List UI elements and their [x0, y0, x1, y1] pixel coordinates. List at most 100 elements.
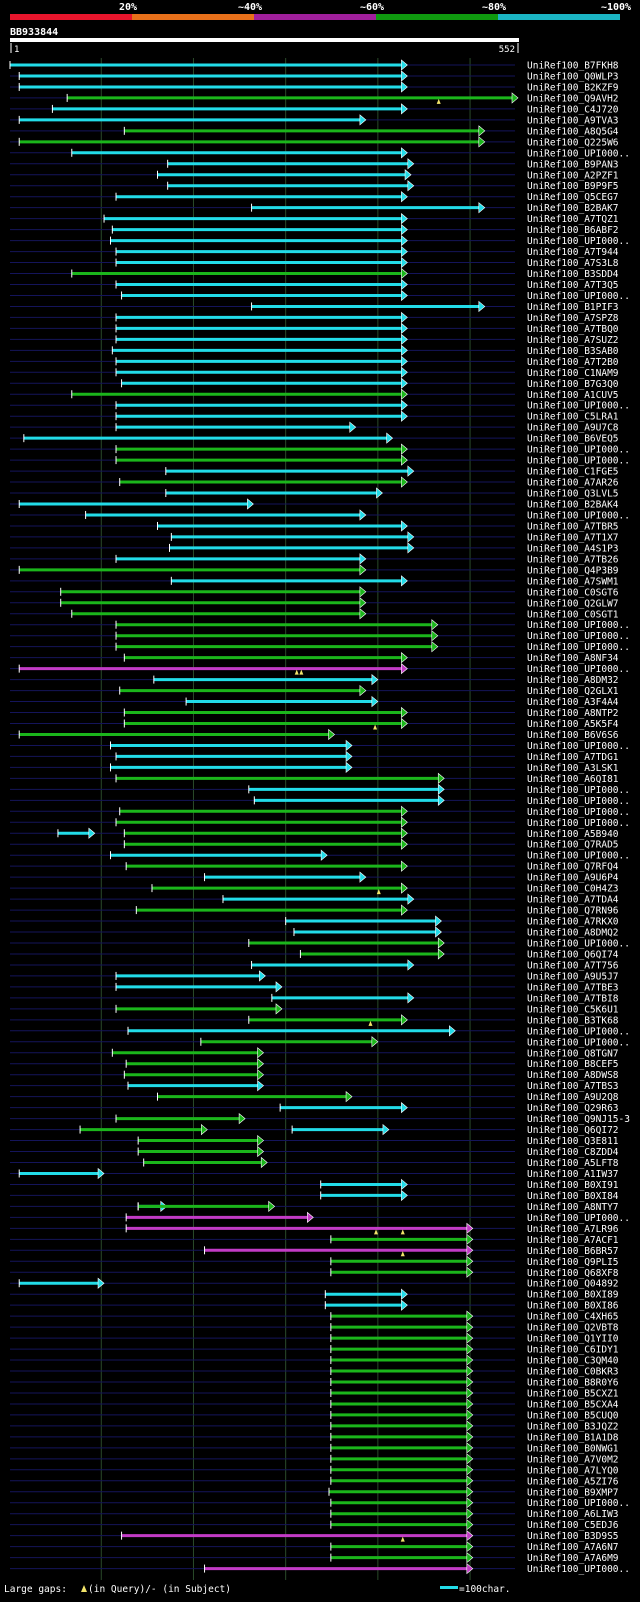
hit-label[interactable]: UniRef100_C5K6U1: [527, 1004, 619, 1015]
hit-label[interactable]: UniRef100_A7ACF1: [527, 1235, 619, 1246]
hit-row[interactable]: UniRef100_A7LR96: [10, 1222, 619, 1235]
hit-label[interactable]: UniRef100_Q9PLI5: [527, 1257, 619, 1268]
hit-label[interactable]: UniRef100_UPI000..: [527, 741, 630, 752]
hit-label[interactable]: UniRef100_A7TQZ1: [527, 214, 619, 225]
hit-label[interactable]: UniRef100_B1A1D8: [527, 1432, 619, 1443]
hit-label[interactable]: UniRef100_UPI000..: [527, 401, 630, 412]
hit-label[interactable]: UniRef100_UPI000..: [527, 796, 630, 807]
hit-label[interactable]: UniRef100_C4XH65: [527, 1312, 619, 1323]
hit-label[interactable]: UniRef100_UPI000..: [527, 1213, 630, 1224]
hit-row[interactable]: UniRef100_C8ZDD4: [10, 1145, 619, 1159]
hit-row[interactable]: UniRef100_UPI000..: [10, 662, 630, 676]
hit-row[interactable]: UniRef100_Q3LVL5: [10, 487, 619, 500]
hit-row[interactable]: UniRef100_A7ACF1: [10, 1233, 619, 1246]
hit-row[interactable]: UniRef100_A7TBE3: [10, 981, 619, 994]
hit-label[interactable]: UniRef100_UPI000..: [527, 620, 630, 631]
hit-row[interactable]: UniRef100_A9U2Q8: [10, 1091, 619, 1104]
hit-label[interactable]: UniRef100_Q5CEG7: [527, 192, 619, 203]
hit-row[interactable]: UniRef100_UPI000..: [10, 1025, 630, 1038]
hit-row[interactable]: UniRef100_A5B940: [10, 827, 619, 840]
hit-row[interactable]: UniRef100_A1CUV5: [10, 388, 619, 401]
hit-label[interactable]: UniRef100_UPI000..: [527, 851, 630, 862]
hit-label[interactable]: UniRef100_B3D9S5: [527, 1531, 619, 1542]
hit-row[interactable]: UniRef100_A8NTY7: [10, 1200, 619, 1213]
hit-row[interactable]: UniRef100_B3JQZ2: [10, 1420, 619, 1433]
hit-row[interactable]: UniRef100_A7AR26: [10, 476, 619, 489]
hit-label[interactable]: UniRef100_C0H4Z3: [527, 884, 619, 895]
hit-label[interactable]: UniRef100_Q1YII0: [527, 1334, 619, 1345]
hit-row[interactable]: UniRef100_A3LSK1: [10, 761, 619, 774]
hit-row[interactable]: UniRef100_A7TDA4: [10, 893, 619, 906]
hit-label[interactable]: UniRef100_A7SUZ2: [527, 335, 619, 346]
hit-row[interactable]: UniRef100_UPI000..: [10, 1562, 630, 1576]
hit-label[interactable]: UniRef100_Q7RN96: [527, 906, 619, 917]
hit-row[interactable]: UniRef100_A5K5F4: [10, 717, 619, 731]
hit-label[interactable]: UniRef100_A7T944: [527, 247, 619, 258]
hit-row[interactable]: UniRef100_UPI000..: [10, 619, 630, 632]
hit-label[interactable]: UniRef100_A9U2Q8: [527, 1092, 619, 1103]
hit-row[interactable]: UniRef100_A6QI81: [10, 772, 619, 785]
hit-label[interactable]: UniRef100_Q2VBT8: [527, 1323, 619, 1334]
hit-row[interactable]: UniRef100_Q8TGN7: [10, 1047, 619, 1060]
hit-label[interactable]: UniRef100_A7RKX0: [527, 917, 619, 928]
hit-row[interactable]: UniRef100_UPI000..: [10, 147, 630, 160]
hit-label[interactable]: UniRef100_B9P9F5: [527, 181, 619, 192]
hit-label[interactable]: UniRef100_A2PZF1: [527, 170, 619, 181]
hit-row[interactable]: UniRef100_B3SDD4: [10, 267, 619, 281]
hit-row[interactable]: UniRef100_B5CUQ0: [10, 1409, 619, 1422]
hit-row[interactable]: UniRef100_A9U7C8: [10, 421, 619, 434]
hit-row[interactable]: UniRef100_A8DWS8: [10, 1069, 619, 1082]
hit-row[interactable]: UniRef100_Q7RAD5: [10, 838, 619, 851]
hit-label[interactable]: UniRef100_C5EDJ6: [527, 1520, 619, 1531]
hit-row[interactable]: UniRef100_Q9NJ15-3: [10, 1112, 630, 1126]
hit-row[interactable]: UniRef100_UPI000..: [10, 234, 630, 248]
hit-row[interactable]: UniRef100_A4S1P3: [10, 542, 619, 555]
hit-row[interactable]: UniRef100_Q6QI74: [10, 948, 619, 961]
hit-label[interactable]: UniRef100_A8NTY7: [527, 1202, 619, 1213]
hit-label[interactable]: UniRef100_A5K5F4: [527, 719, 619, 730]
hit-row[interactable]: UniRef100_A7TBS3: [10, 1080, 619, 1093]
hit-row[interactable]: UniRef100_Q5CEG7: [10, 191, 619, 204]
hit-row[interactable]: UniRef100_B2BAK4: [10, 498, 619, 511]
hit-label[interactable]: UniRef100_B7FKH8: [527, 61, 619, 72]
hit-row[interactable]: UniRef100_A7LYQ0: [10, 1464, 619, 1477]
hit-row[interactable]: UniRef100_A7T3Q5: [10, 278, 619, 292]
hit-label[interactable]: UniRef100_C6IDY1: [527, 1345, 619, 1356]
hit-row[interactable]: UniRef100_B0XI91: [10, 1178, 619, 1191]
hit-row[interactable]: UniRef100_Q9PLI5: [10, 1255, 619, 1268]
hit-label[interactable]: UniRef100_B5CXA4: [527, 1399, 619, 1410]
hit-row[interactable]: UniRef100_A3F4A4: [10, 695, 619, 709]
hit-label[interactable]: UniRef100_C1NAM9: [527, 368, 619, 379]
hit-row[interactable]: UniRef100_B6BR57: [10, 1244, 619, 1257]
hit-label[interactable]: UniRef100_C0BKR3: [527, 1367, 619, 1378]
hit-label[interactable]: UniRef100_A3F4A4: [527, 697, 619, 708]
hit-row[interactable]: UniRef100_C5K6U1: [10, 1003, 619, 1016]
hit-label[interactable]: UniRef100_A7LYQ0: [527, 1465, 619, 1476]
hit-label[interactable]: UniRef100_UPI000..: [527, 291, 630, 302]
hit-row[interactable]: UniRef100_C4J720: [10, 103, 619, 116]
hit-label[interactable]: UniRef100_A8NTP2: [527, 708, 619, 719]
hit-label[interactable]: UniRef100_UPI000..: [527, 807, 630, 818]
hit-row[interactable]: UniRef100_Q3E811: [10, 1134, 619, 1148]
hit-row[interactable]: UniRef100_C1NAM9: [10, 366, 619, 379]
hit-label[interactable]: UniRef100_A9U6P4: [527, 873, 619, 884]
hit-label[interactable]: UniRef100_A7TBR5: [527, 521, 619, 532]
hit-label[interactable]: UniRef100_B6ABF2: [527, 225, 619, 236]
hit-row[interactable]: UniRef100_C6IDY1: [10, 1343, 619, 1356]
hit-row[interactable]: UniRef100_B0XI84: [10, 1189, 619, 1202]
hit-label[interactable]: UniRef100_A5ZI76: [527, 1476, 619, 1487]
hit-row[interactable]: UniRef100_C5LRA1: [10, 410, 619, 423]
hit-label[interactable]: UniRef100_A7SPZ8: [527, 313, 619, 324]
hit-row[interactable]: UniRef100_C3QM40: [10, 1354, 619, 1367]
hit-row[interactable]: UniRef100_UPI000..: [10, 816, 630, 829]
hit-label[interactable]: UniRef100_A7LR96: [527, 1224, 619, 1235]
hit-row[interactable]: UniRef100_A7A6N7: [10, 1540, 619, 1554]
hit-label[interactable]: UniRef100_Q3LVL5: [527, 489, 619, 500]
hit-row[interactable]: UniRef100_UPI000..: [10, 794, 630, 807]
hit-label[interactable]: UniRef100_UPI000..: [527, 642, 630, 653]
hit-label[interactable]: UniRef100_A7T756: [527, 960, 619, 971]
hit-row[interactable]: UniRef100_A8NTP2: [10, 706, 619, 720]
hit-row[interactable]: UniRef100_B8R0Y6: [10, 1376, 619, 1389]
hit-row[interactable]: UniRef100_B6ABF2: [10, 223, 619, 237]
hit-row[interactable]: UniRef100_Q4P3B9: [10, 564, 619, 577]
